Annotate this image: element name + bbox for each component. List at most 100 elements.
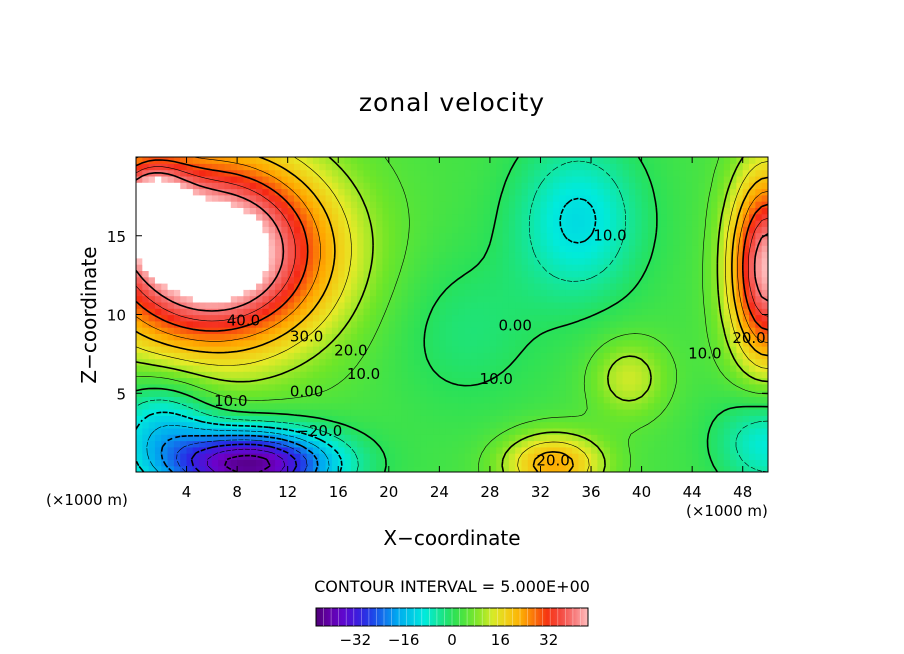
heatmap-cell (477, 201, 485, 208)
heatmap-cell (685, 245, 693, 253)
heatmap-cell (433, 364, 440, 372)
heatmap-cell (540, 459, 548, 467)
heatmap-cell (622, 346, 630, 353)
heatmap-cell (363, 157, 371, 164)
heatmap-cell (445, 339, 453, 347)
heatmap-cell (186, 427, 194, 435)
heatmap-cell (439, 264, 447, 271)
heatmap-cell (420, 289, 428, 297)
heatmap-cell (186, 320, 194, 328)
heatmap-cell (736, 333, 744, 341)
heatmap-cell (565, 220, 573, 227)
heatmap-cell (464, 301, 472, 309)
heatmap-cell (395, 289, 403, 297)
heatmap-cell (199, 295, 207, 303)
heatmap-cell (218, 390, 226, 397)
heatmap-cell (426, 182, 434, 190)
heatmap-cell (382, 283, 390, 290)
heatmap-cell (376, 339, 384, 347)
heatmap-cell (407, 308, 415, 316)
heatmap-cell (698, 276, 706, 284)
heatmap-cell (237, 346, 245, 353)
heatmap-cell (420, 453, 428, 460)
heatmap-cell (692, 415, 700, 423)
heatmap-cell (142, 175, 150, 183)
heatmap-cell (603, 314, 611, 322)
heatmap-cell (628, 157, 636, 164)
heatmap-cell (294, 459, 301, 467)
heatmap-cell (224, 276, 232, 284)
heatmap-cell (281, 415, 289, 423)
heatmap-cell (666, 320, 674, 328)
heatmap-cell (401, 245, 409, 253)
heatmap-cell (647, 238, 655, 246)
heatmap-cell (489, 402, 497, 410)
heatmap-cell (243, 446, 251, 454)
heatmap-cell (610, 364, 617, 372)
heatmap-cell (496, 459, 504, 467)
heatmap-cell (256, 358, 263, 366)
heatmap-cell (357, 194, 365, 202)
heatmap-cell (761, 421, 768, 429)
heatmap-cell (395, 327, 403, 334)
heatmap-cell (458, 264, 466, 271)
heatmap-cell (154, 346, 162, 353)
heatmap-cell (477, 459, 485, 467)
heatmap-cell (363, 339, 371, 347)
heatmap-cell (237, 245, 245, 253)
heatmap-cell (325, 459, 333, 467)
heatmap-cell (502, 333, 510, 341)
heatmap-cell (736, 383, 744, 391)
heatmap-cell (515, 295, 523, 303)
heatmap-cell (477, 213, 485, 221)
heatmap-cell (173, 169, 181, 177)
heatmap-cell (319, 396, 327, 404)
heatmap-cell (698, 434, 706, 442)
heatmap-cell (489, 427, 497, 435)
heatmap-cell (755, 264, 763, 271)
heatmap-cell (287, 257, 295, 265)
heatmap-cell (572, 264, 579, 271)
heatmap-cell (749, 283, 756, 290)
heatmap-cell (338, 415, 346, 423)
heatmap-cell (338, 163, 346, 171)
heatmap-cell (154, 358, 162, 366)
heatmap-cell (275, 346, 282, 353)
heatmap-cell (395, 320, 403, 328)
heatmap-cell (262, 175, 270, 183)
heatmap-cell (287, 264, 295, 271)
heatmap-cell (357, 339, 365, 347)
heatmap-cell (350, 409, 358, 416)
heatmap-cell (546, 415, 554, 423)
heatmap-cell (154, 327, 162, 334)
heatmap-cell (275, 465, 282, 472)
heatmap-cell (496, 346, 504, 353)
heatmap-cell (331, 220, 339, 227)
heatmap-cell (489, 459, 497, 467)
heatmap-cell (483, 157, 491, 164)
heatmap-cell (167, 427, 175, 435)
heatmap-cell (325, 295, 333, 303)
heatmap-cell (205, 364, 213, 372)
heatmap-cell (186, 301, 194, 309)
heatmap-cell (711, 434, 719, 442)
heatmap-cell (610, 270, 617, 278)
heatmap-cell (704, 390, 712, 397)
heatmap-cell (426, 396, 434, 404)
heatmap-cell (294, 226, 301, 234)
heatmap-cell (584, 352, 592, 360)
heatmap-cell (477, 163, 485, 171)
heatmap-cell (622, 201, 630, 208)
heatmap-cell (136, 314, 143, 322)
heatmap-cell (698, 402, 706, 410)
heatmap-cell (167, 459, 175, 467)
heatmap-cell (407, 301, 415, 309)
heatmap-cell (439, 421, 447, 429)
heatmap-cell (496, 270, 504, 278)
heatmap-cell (635, 213, 643, 221)
heatmap-cell (331, 402, 339, 410)
heatmap-cell (489, 295, 497, 303)
heatmap-cell (205, 409, 213, 416)
heatmap-cell (243, 427, 251, 435)
heatmap-cell (161, 421, 169, 429)
